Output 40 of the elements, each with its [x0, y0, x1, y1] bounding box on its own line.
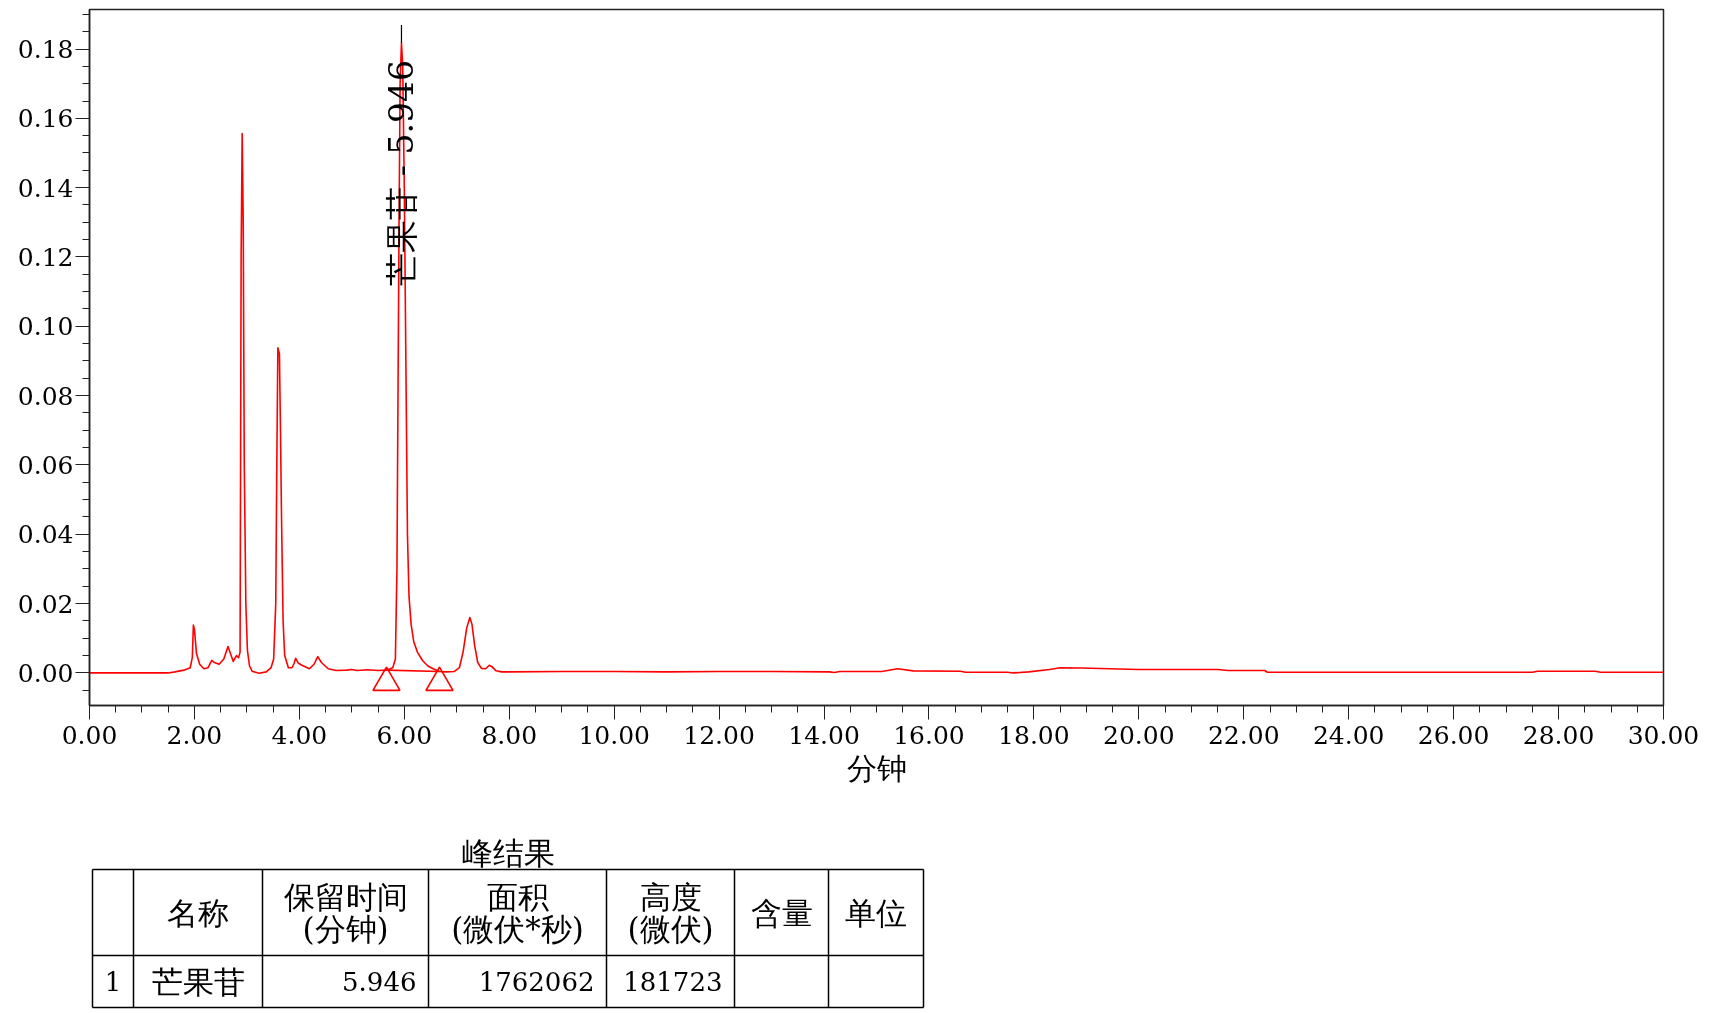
category-label: 高度 (微伏) [627, 878, 714, 947]
x-tick-label: 10.00 [578, 720, 650, 750]
text: 峰结果 [461, 834, 555, 871]
text: 181723 [623, 967, 723, 997]
text: 1762062 [478, 967, 595, 997]
text: 芒果苷 [151, 963, 245, 1000]
category-label: 1 [104, 967, 122, 997]
x-tick-label: 26.00 [1417, 720, 1490, 750]
y-tick-label: 0.08 [17, 381, 74, 411]
x-tick-label: 22.00 [1207, 720, 1280, 750]
category-label: 含量 [750, 894, 813, 931]
x-tick-label: 4.00 [271, 720, 328, 750]
x-tick-label: 30.00 [1627, 720, 1700, 750]
x-tick-label: 2.00 [166, 720, 223, 750]
y-tick-label: 0.16 [17, 104, 74, 134]
x-tick-label: 14.00 [788, 720, 860, 750]
x-tick-label: 20.00 [1103, 720, 1175, 750]
y-tick-label: 0.18 [17, 35, 74, 65]
x-tick-label: 0.00 [61, 720, 118, 750]
y-tick-label: 0.00 [17, 658, 74, 688]
x-tick-label: 8.00 [481, 720, 538, 750]
category-label: 名称 [167, 894, 229, 931]
y-tick-label: 0.04 [17, 520, 74, 550]
y-tick-label: 0.14 [17, 173, 74, 203]
category-label: 保留时间 (分钟) [283, 878, 408, 947]
x-tick-label: 28.00 [1522, 720, 1595, 750]
x-tick-label: 24.00 [1312, 720, 1385, 750]
y-tick-label: 0.10 [17, 312, 74, 342]
x-axis-title: 分钟 [846, 750, 907, 786]
category-label: 单位 [845, 894, 907, 931]
x-tick-label: 12.00 [683, 720, 755, 750]
annotation: 芒果苷 - 5.946 [381, 60, 421, 286]
y-tick-label: 0.06 [17, 450, 74, 480]
x-tick-label: 18.00 [998, 720, 1070, 750]
x-tick-label: 6.00 [376, 720, 433, 750]
text: 5.946 [342, 967, 417, 997]
y-tick-label: 0.12 [17, 242, 74, 272]
x-tick-label: 16.00 [893, 720, 965, 750]
category-label: 面积 (微伏*秒) [451, 878, 584, 947]
y-tick-label: 0.02 [17, 589, 74, 619]
